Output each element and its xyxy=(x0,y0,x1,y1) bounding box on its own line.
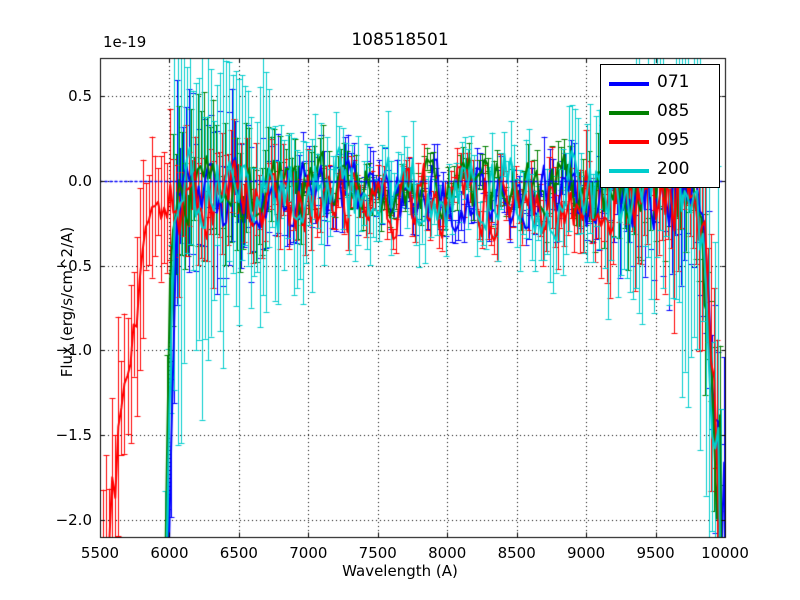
x-tick-label: 6500 xyxy=(219,544,258,562)
y-tick-label: −1.5 xyxy=(55,426,92,445)
legend-color-swatch xyxy=(609,140,649,144)
page-title: 108518501 xyxy=(351,30,449,50)
x-tick-label: 9500 xyxy=(636,544,675,562)
legend-label: 071 xyxy=(657,72,690,92)
y-tick-label: −0.5 xyxy=(55,256,92,275)
x-tick-label: 9000 xyxy=(567,544,606,562)
legend-item: 095 xyxy=(601,127,721,158)
legend-label: 200 xyxy=(657,159,690,179)
legend-item: 200 xyxy=(601,156,721,187)
x-tick-label: 6000 xyxy=(150,544,189,562)
x-tick-label: 10000 xyxy=(701,544,749,562)
y-axis-offset-label: 1e-19 xyxy=(103,33,147,51)
y-tick-label: 0.0 xyxy=(68,171,92,190)
y-tick-label: −1.0 xyxy=(55,341,92,360)
legend-label: 085 xyxy=(657,101,690,121)
x-tick-label: 5500 xyxy=(80,544,120,562)
legend-color-swatch xyxy=(609,111,649,115)
legend: 071 085 095 200 xyxy=(600,64,720,188)
legend-color-swatch xyxy=(609,82,649,86)
x-tick-label: 8000 xyxy=(428,544,467,562)
x-axis-label: Wavelength (A) xyxy=(342,562,458,580)
legend-color-swatch xyxy=(609,169,649,173)
legend-item: 071 xyxy=(601,69,721,100)
y-tick-label: −2.0 xyxy=(55,511,92,530)
x-tick-label: 7500 xyxy=(358,544,397,562)
x-tick-label: 8500 xyxy=(497,544,536,562)
x-tick-label: 7000 xyxy=(289,544,328,562)
legend-item: 085 xyxy=(601,98,721,129)
y-tick-label: 0.5 xyxy=(68,87,92,106)
legend-label: 095 xyxy=(657,130,690,150)
